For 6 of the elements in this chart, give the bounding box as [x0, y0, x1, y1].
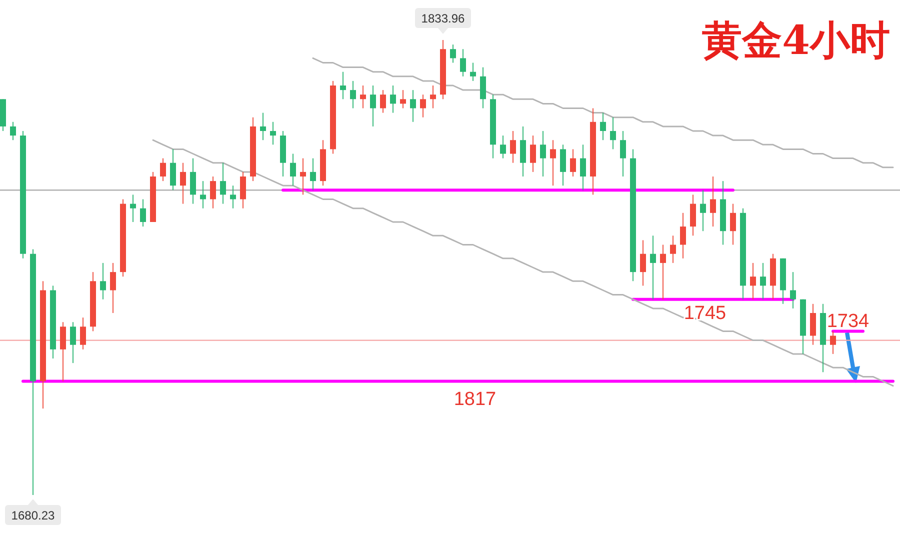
annotation: 1817 [454, 389, 496, 410]
annotation: 1734 [826, 311, 870, 332]
annotation: 1680.23 [11, 508, 56, 522]
annotation: 1833.96 [421, 12, 466, 26]
annotation: 1745 [684, 303, 726, 324]
chart-title: 黄金4小时 [702, 17, 890, 64]
